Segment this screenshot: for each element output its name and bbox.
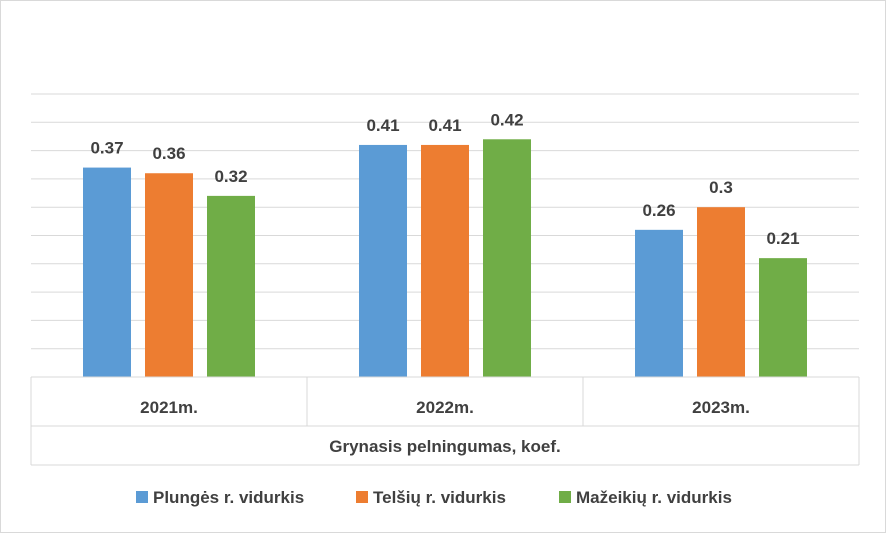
data-label-plunges-r-vidurkis-2021m: 0.37 xyxy=(90,139,123,158)
legend: Plungės r. vidurkis Telšių r. vidurkis Maž… xyxy=(136,488,732,507)
bar-plunges-r-vidurkis-2023m xyxy=(635,229,683,377)
bar-mazeikiu-r-vidurkis-2022m xyxy=(483,139,531,377)
bar-telsiu-r-vidurkis-2022m xyxy=(421,144,469,377)
data-label-telsiu-r-vidurkis-2022m: 0.41 xyxy=(428,116,461,135)
data-label-telsiu-r-vidurkis-2023m: 0.3 xyxy=(709,178,733,197)
bar-plunges-r-vidurkis-2021m xyxy=(83,167,131,377)
bar-plunges-r-vidurkis-2022m xyxy=(359,144,407,377)
bar-telsiu-r-vidurkis-2023m xyxy=(697,207,745,377)
data-label-mazeikiu-r-vidurkis-2022m: 0.42 xyxy=(490,110,523,129)
legend-swatch xyxy=(356,491,368,503)
bars xyxy=(83,139,807,377)
legend-swatch xyxy=(136,491,148,503)
bar-mazeikiu-r-vidurkis-2023m xyxy=(759,258,807,377)
legend-label: Mažeikių r. vidurkis xyxy=(576,488,732,507)
legend-item-mazeikiu-r-vidurkis: Mažeikių r. vidurkis xyxy=(559,488,732,507)
bar-mazeikiu-r-vidurkis-2021m xyxy=(207,195,255,377)
legend-label: Plungės r. vidurkis xyxy=(153,488,304,507)
category-axis: 2021m. 2022m. 2023m. Grynasis pelningumas, … xyxy=(30,376,860,466)
legend-item-telsiu-r-vidurkis: Telšių r. vidurkis xyxy=(356,488,506,507)
legend-item-plunges-r-vidurkis: Plungės r. vidurkis xyxy=(136,488,304,507)
data-label-mazeikiu-r-vidurkis-2023m: 0.21 xyxy=(766,229,799,248)
x-axis-group-label: Grynasis pelningumas, koef. xyxy=(329,437,560,456)
category-label-2023m: 2023m. xyxy=(692,398,750,417)
data-label-plunges-r-vidurkis-2022m: 0.41 xyxy=(366,116,399,135)
bar-telsiu-r-vidurkis-2021m xyxy=(145,173,193,377)
data-label-mazeikiu-r-vidurkis-2021m: 0.32 xyxy=(214,167,247,186)
data-label-plunges-r-vidurkis-2023m: 0.26 xyxy=(642,201,675,220)
legend-swatch xyxy=(559,491,571,503)
data-labels: 0.37 0.36 0.32 0.41 0.41 0.42 0.26 0.3 0.21 xyxy=(90,110,799,248)
legend-label: Telšių r. vidurkis xyxy=(373,488,506,507)
category-label-2021m: 2021m. xyxy=(140,398,198,417)
data-label-telsiu-r-vidurkis-2021m: 0.36 xyxy=(152,144,185,163)
category-label-2022m: 2022m. xyxy=(416,398,474,417)
